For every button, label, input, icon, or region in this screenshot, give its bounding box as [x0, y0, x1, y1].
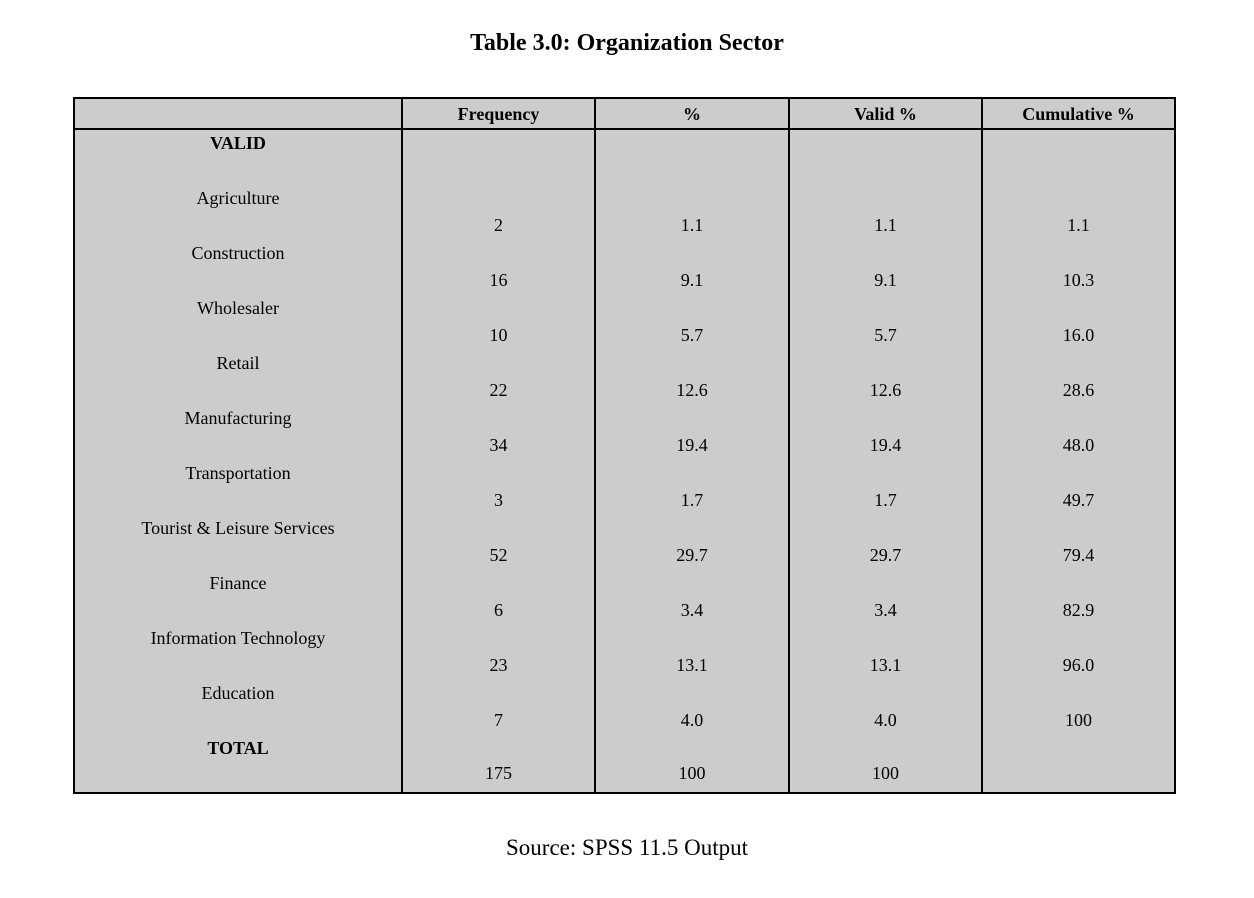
cumulative-percent-cell: 100: [1065, 710, 1092, 730]
table-title: Table 3.0: Organization Sector: [470, 30, 784, 56]
row-label: Information Technology: [150, 628, 326, 648]
percent-cell: 9.1: [680, 270, 704, 290]
frequency-cell: 22: [489, 380, 508, 400]
frequency-cell: 10: [489, 325, 508, 345]
header-frequency: Frequency: [457, 104, 540, 124]
row-label: Manufacturing: [184, 408, 292, 428]
percent-cell: 5.7: [680, 325, 704, 345]
data-table: Frequency % Valid % Cumulative % VALID Ag…: [73, 97, 1176, 794]
frequency-cell: 52: [489, 545, 508, 565]
cumulative-percent-cell: 1.1: [1067, 215, 1090, 235]
header-divider: [75, 128, 1174, 130]
valid-percent-cell: 12.6: [869, 380, 902, 400]
cumulative-percent-cell: 10.3: [1062, 270, 1095, 290]
frequency-cell: 23: [489, 655, 508, 675]
row-label: Tourist & Leisure Services: [141, 518, 335, 538]
percent-cell: 1.7: [680, 490, 704, 510]
row-label: Wholesaler: [197, 298, 279, 318]
valid-percent-cell: 3.4: [874, 600, 897, 620]
section-label-valid: VALID: [210, 133, 266, 153]
cumulative-percent-cell: 16.0: [1062, 325, 1095, 345]
percent-cell: 13.1: [676, 655, 708, 675]
row-label: Finance: [209, 573, 267, 593]
frequency-cell: 34: [489, 435, 508, 455]
total-valid-percent-cell: 100: [872, 763, 899, 783]
row-label: Agriculture: [196, 188, 280, 208]
valid-percent-cell: 19.4: [869, 435, 902, 455]
row-label: Retail: [216, 353, 260, 373]
column-divider: [594, 99, 596, 792]
frequency-cell: 7: [494, 710, 503, 730]
percent-cell: 29.7: [676, 545, 708, 565]
percent-cell: 12.6: [676, 380, 708, 400]
frequency-cell: 6: [494, 600, 503, 620]
frequency-cell: 3: [494, 490, 503, 510]
row-label: Education: [201, 683, 275, 703]
total-frequency-cell: 175: [485, 763, 512, 783]
row-label: Transportation: [185, 463, 291, 483]
valid-percent-cell: 9.1: [874, 270, 897, 290]
valid-percent-cell: 4.0: [874, 710, 897, 730]
valid-percent-cell: 1.7: [874, 490, 897, 510]
percent-cell: 4.0: [680, 710, 704, 730]
header-valid-percent: Valid %: [854, 104, 917, 124]
row-label: Construction: [191, 243, 285, 263]
header-cumulative-percent: Cumulative %: [1022, 104, 1135, 124]
frequency-cell: 2: [494, 215, 503, 235]
percent-cell: 3.4: [680, 600, 704, 620]
column-divider: [981, 99, 983, 792]
total-cumulative-percent-cell: [983, 761, 1174, 785]
column-divider: [401, 99, 403, 792]
cumulative-percent-cell: 28.6: [1062, 380, 1095, 400]
cumulative-percent-cell: 96.0: [1062, 655, 1095, 675]
cumulative-percent-cell: 49.7: [1062, 490, 1095, 510]
valid-percent-cell: 29.7: [869, 545, 902, 565]
valid-percent-cell: 5.7: [874, 325, 897, 345]
total-percent-cell: 100: [678, 763, 706, 783]
cumulative-percent-cell: 79.4: [1062, 545, 1095, 565]
valid-percent-cell: 1.1: [874, 215, 897, 235]
source-note: Source: SPSS 11.5 Output: [506, 835, 748, 860]
column-divider: [788, 99, 790, 792]
frequency-cell: 16: [489, 270, 508, 290]
cumulative-percent-cell: 82.9: [1062, 600, 1095, 620]
valid-percent-cell: 13.1: [869, 655, 902, 675]
percent-cell: 1.1: [680, 215, 704, 235]
cumulative-percent-cell: 48.0: [1062, 435, 1095, 455]
header-percent: %: [683, 104, 701, 124]
total-label: TOTAL: [207, 738, 269, 758]
percent-cell: 19.4: [676, 435, 708, 455]
